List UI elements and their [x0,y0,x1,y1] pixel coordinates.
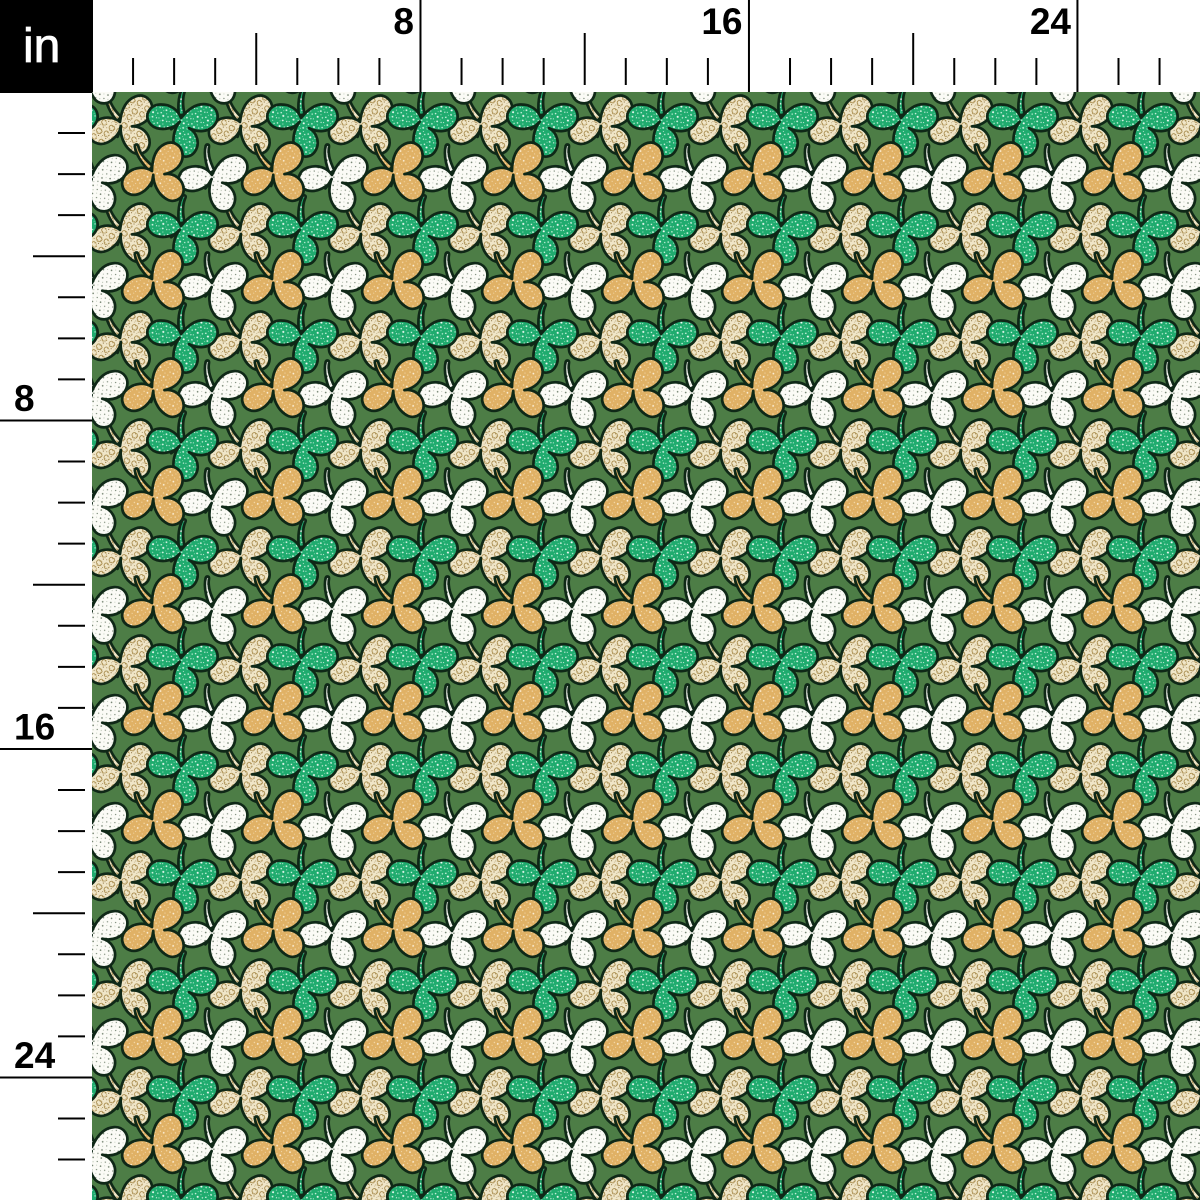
svg-text:24: 24 [1030,1,1072,42]
svg-text:8: 8 [14,378,35,419]
svg-text:16: 16 [14,707,55,748]
svg-text:in: in [23,20,60,73]
svg-text:16: 16 [701,1,742,42]
svg-text:8: 8 [393,1,414,42]
svg-text:24: 24 [14,1035,56,1076]
